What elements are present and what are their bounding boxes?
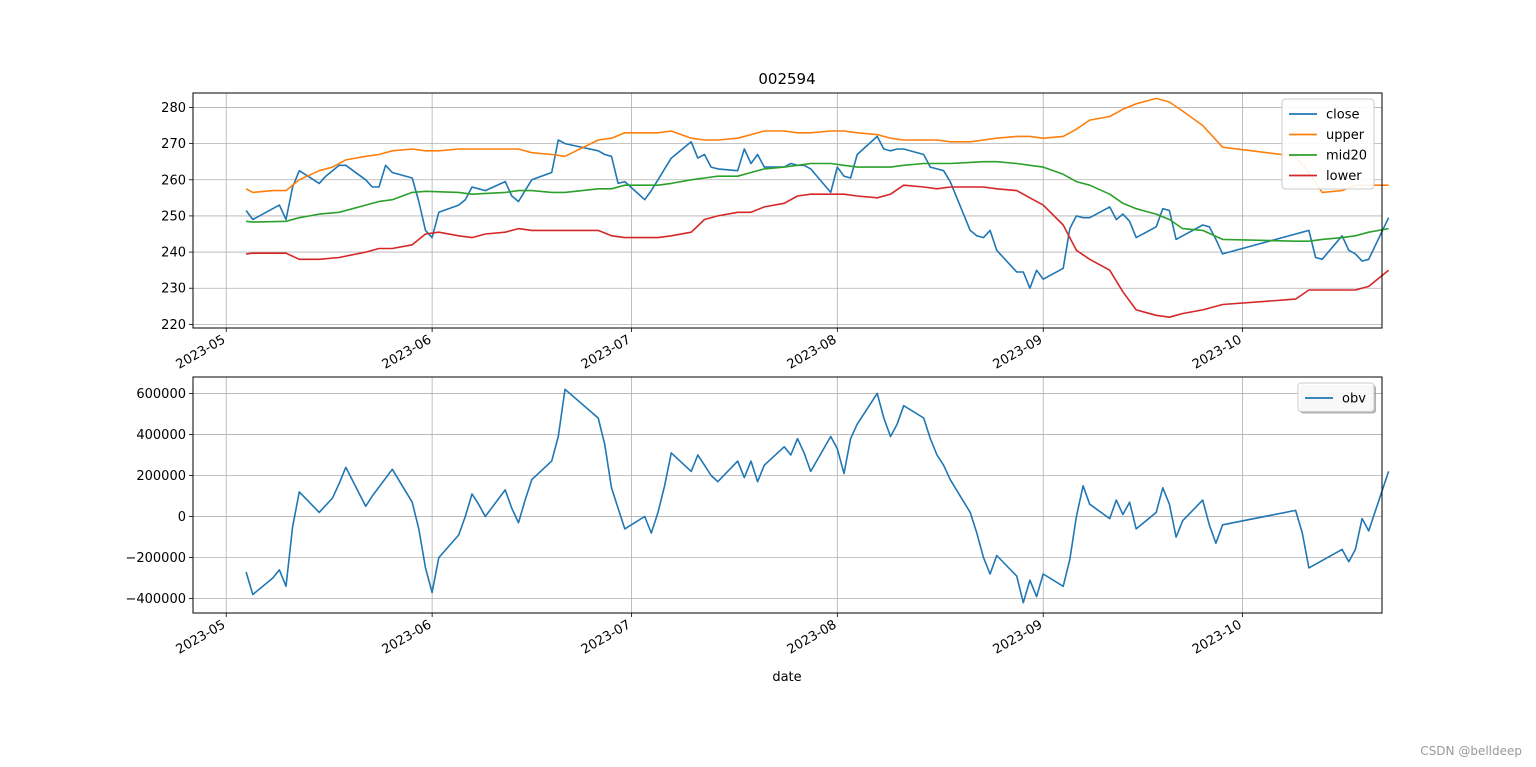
y-tick-label: 280 xyxy=(161,101,186,116)
watermark: CSDN @belldeep xyxy=(1420,744,1522,758)
legend-box xyxy=(1297,382,1375,412)
x-tick-label: 2023-08 xyxy=(785,617,840,657)
x-tick-label: 2023-09 xyxy=(991,332,1046,372)
x-tick-label: 2023-05 xyxy=(174,332,229,372)
legend-label-close: close xyxy=(1326,108,1359,123)
series-line-upper xyxy=(245,97,1389,194)
y-tick-label: −400000 xyxy=(125,592,186,607)
obv-legend: obv xyxy=(1297,382,1376,414)
x-tick-label: 2023-07 xyxy=(579,332,634,372)
x-tick-label: 2023-10 xyxy=(1190,332,1245,372)
y-tick-label: 240 xyxy=(161,246,186,261)
series-line-lower xyxy=(246,184,1390,318)
price-chart-title: 002594 xyxy=(758,70,815,88)
y-tick-label: 260 xyxy=(161,173,186,188)
x-tick-label: 2023-06 xyxy=(380,332,435,372)
price-grid xyxy=(193,93,1382,328)
y-tick-label: 230 xyxy=(161,282,186,297)
y-tick-label: 250 xyxy=(161,209,186,224)
x-tick-label: 2023-07 xyxy=(579,617,634,657)
price-plot-frame xyxy=(192,92,1383,329)
y-tick-label: −200000 xyxy=(125,551,186,566)
y-tick-label: 600000 xyxy=(136,387,186,402)
y-tick-label: 200000 xyxy=(136,469,186,484)
price-chart: 2023-05 2023-06 2023-07 2023-08 2023-09 2023-… xyxy=(161,70,1390,373)
y-tick-label: 0 xyxy=(178,510,186,525)
x-tick-label: 2023-10 xyxy=(1190,617,1245,657)
price-ticks: 2023-05 2023-06 2023-07 2023-08 2023-09 2023-… xyxy=(161,101,1244,373)
price-legend: close upper mid20 lower xyxy=(1281,98,1375,190)
series-line-close xyxy=(245,135,1390,289)
legend-label-mid20: mid20 xyxy=(1326,149,1367,164)
obv-grid xyxy=(193,377,1382,613)
series-line-obv xyxy=(245,388,1390,604)
y-tick-label: 270 xyxy=(161,137,186,152)
x-tick-label: 2023-06 xyxy=(380,617,435,657)
price-lines xyxy=(245,97,1390,318)
obv-plot-frame xyxy=(192,376,1383,614)
legend-label-obv: obv xyxy=(1342,392,1366,407)
y-tick-label: 400000 xyxy=(136,428,186,443)
legend-label-lower: lower xyxy=(1326,169,1362,184)
x-tick-label: 2023-09 xyxy=(991,617,1046,657)
x-tick-label: 2023-08 xyxy=(785,332,840,372)
obv-lines xyxy=(245,388,1390,604)
legend-box xyxy=(1281,98,1375,190)
obv-x-axis-label: date xyxy=(772,670,801,685)
obv-chart: 2023-05 2023-06 2023-07 2023-08 2023-09 2023-… xyxy=(125,376,1390,685)
legend-label-upper: upper xyxy=(1326,128,1365,143)
x-tick-label: 2023-05 xyxy=(174,617,229,657)
series-line-mid20 xyxy=(246,160,1389,242)
y-tick-label: 220 xyxy=(161,318,186,333)
